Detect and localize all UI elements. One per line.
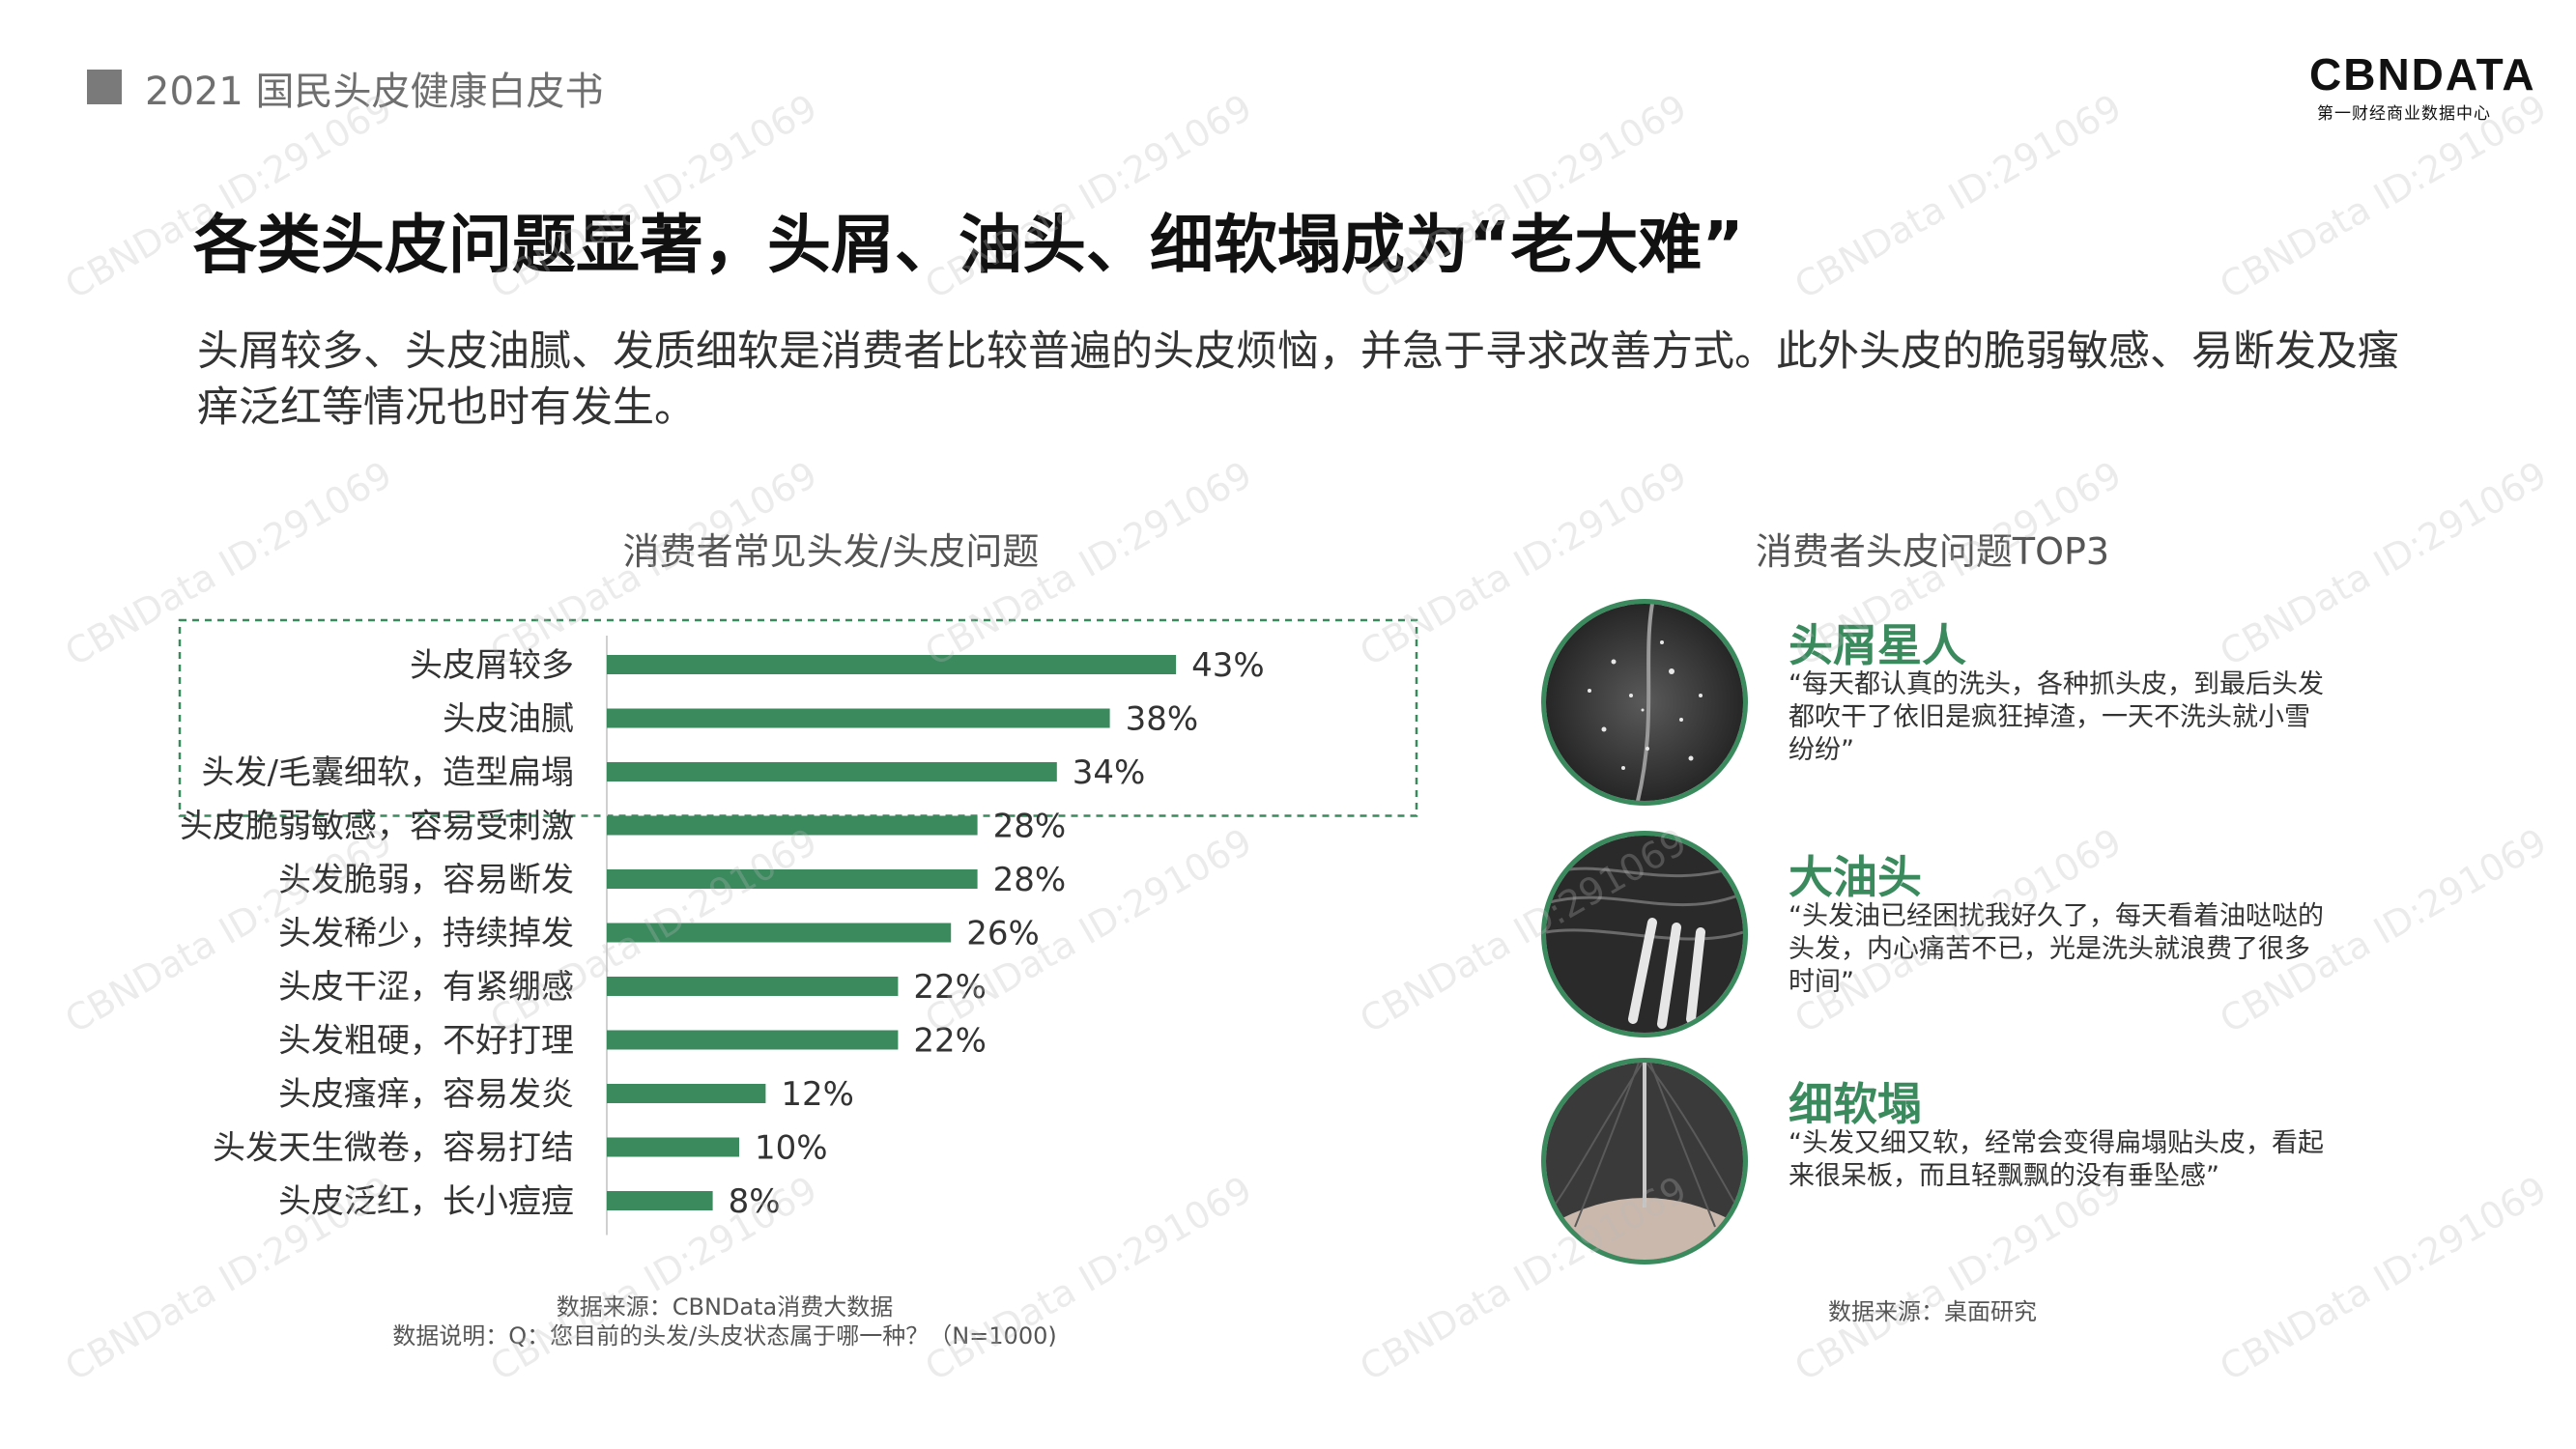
category-label: 头发稀少，持续掉发 bbox=[278, 915, 574, 953]
bar bbox=[607, 977, 899, 996]
chart-title: 消费者常见头发/头皮问题 bbox=[622, 530, 1040, 573]
bar bbox=[607, 1084, 766, 1103]
top3-name-fine-flat: 细软塌 bbox=[1789, 1078, 1922, 1130]
dandruff-scalp-photo bbox=[1541, 599, 1748, 806]
top3-quote-dandruff: “每天都认真的洗头，各种抓头皮，到最后头发都吹干了依旧是疯狂掉渣，一天不洗头就小… bbox=[1789, 669, 2324, 765]
value-label: 10% bbox=[755, 1129, 828, 1168]
cbndata-logo: CBNDATA bbox=[2309, 49, 2536, 99]
bar bbox=[607, 815, 978, 836]
bar bbox=[607, 708, 1110, 728]
cbndata-logo-subtitle: 第一财经商业数据中心 bbox=[2317, 104, 2491, 124]
top3-quote-oily: “头发油已经困扰我好久了，每天看着油哒哒的头发，内心痛苦不已，光是洗头就浪费了很… bbox=[1789, 901, 2324, 997]
top3-name-oily: 大油头 bbox=[1789, 851, 1922, 903]
top3-item-fine-flat: 细软塌 “头发又细又软，经常会变得扁塌贴头皮，看起来很呆板，而且轻飘飘的没有垂坠… bbox=[1541, 1058, 2507, 1270]
value-label: 43% bbox=[1191, 646, 1265, 685]
top3-source: 数据来源：桌面研究 bbox=[1828, 1298, 2037, 1325]
value-label: 22% bbox=[913, 968, 987, 1007]
bar bbox=[607, 1191, 713, 1210]
category-label: 头皮脆弱敏感，容易受刺激 bbox=[180, 808, 574, 846]
header-square-icon bbox=[87, 70, 122, 104]
value-label: 38% bbox=[1126, 700, 1199, 739]
bar bbox=[607, 869, 978, 889]
value-label: 26% bbox=[966, 915, 1040, 953]
category-label: 头皮干涩，有紧绷感 bbox=[278, 968, 574, 1007]
chart-layer: 头皮屑较多 43% 头皮油腻 38% 头发/毛囊细软，造型扁塌 34% 头皮脆弱敏感，容易受… bbox=[178, 618, 1418, 1236]
page-title: 各类头皮问题显著，头屑、油头、细软塌成为“老大难” bbox=[193, 208, 1744, 282]
value-label: 12% bbox=[781, 1075, 854, 1114]
bar-chart: 头皮屑较多 43% 头皮油腻 38% 头发/毛囊细软，造型扁塌 34% 头皮脆弱敏感，容易受… bbox=[178, 618, 1418, 1236]
watermark: CBNData ID:291069 bbox=[1788, 85, 2129, 308]
value-label: 22% bbox=[913, 1022, 987, 1061]
top3-item-oily: 大油头 “头发油已经困扰我好久了，每天看着油哒哒的头发，内心痛苦不已，光是洗头就… bbox=[1541, 831, 2507, 1043]
category-label: 头发天生微卷，容易打结 bbox=[213, 1129, 574, 1168]
value-label: 28% bbox=[993, 808, 1067, 846]
page-subtitle: 头屑较多、头皮油腻、发质细软是消费者比较普遍的头皮烦恼，并急于寻求改善方式。此外… bbox=[197, 327, 2399, 432]
category-label: 头皮泛红，长小痘痘 bbox=[278, 1182, 574, 1221]
bar bbox=[607, 1137, 739, 1157]
fine-flat-hair-photo bbox=[1541, 1058, 1748, 1264]
value-label: 28% bbox=[993, 861, 1067, 899]
category-label: 头发粗硬，不好打理 bbox=[278, 1022, 574, 1061]
top3-quote-fine-flat: “头发又细又软，经常会变得扁塌贴头皮，看起来很呆板，而且轻飘飘的没有垂坠感” bbox=[1789, 1128, 2324, 1191]
bar bbox=[607, 762, 1057, 781]
source-line-2: 数据说明：Q：您目前的头发/头皮状态属于哪一种？（N=1000) bbox=[392, 1322, 1057, 1350]
value-label: 34% bbox=[1073, 753, 1146, 792]
category-label: 头皮油腻 bbox=[443, 700, 574, 739]
bar bbox=[607, 1030, 899, 1050]
oily-hair-photo bbox=[1541, 831, 1748, 1037]
value-label: 8% bbox=[729, 1182, 781, 1221]
chart-source: 数据来源：CBNData消费大数据 数据说明：Q：您目前的头发/头皮状态属于哪一… bbox=[300, 1293, 1150, 1350]
category-label: 头发脆弱，容易断发 bbox=[278, 861, 574, 899]
top3-title: 消费者头皮问题TOP3 bbox=[1755, 530, 2110, 573]
bar bbox=[607, 923, 952, 943]
source-line-1: 数据来源：CBNData消费大数据 bbox=[556, 1293, 894, 1321]
report-title: 2021 国民头皮健康白皮书 bbox=[145, 70, 604, 114]
category-label: 头皮瘙痒，容易发炎 bbox=[278, 1075, 574, 1114]
category-label: 头发/毛囊细软，造型扁塌 bbox=[202, 753, 574, 792]
bar bbox=[607, 655, 1177, 674]
category-label: 头皮屑较多 bbox=[410, 646, 574, 685]
top3-item-dandruff: 头屑星人 “每天都认真的洗头，各种抓头皮，到最后头发都吹干了依旧是疯狂掉渣，一天… bbox=[1541, 599, 2507, 811]
top3-name-dandruff: 头屑星人 bbox=[1789, 619, 1966, 671]
